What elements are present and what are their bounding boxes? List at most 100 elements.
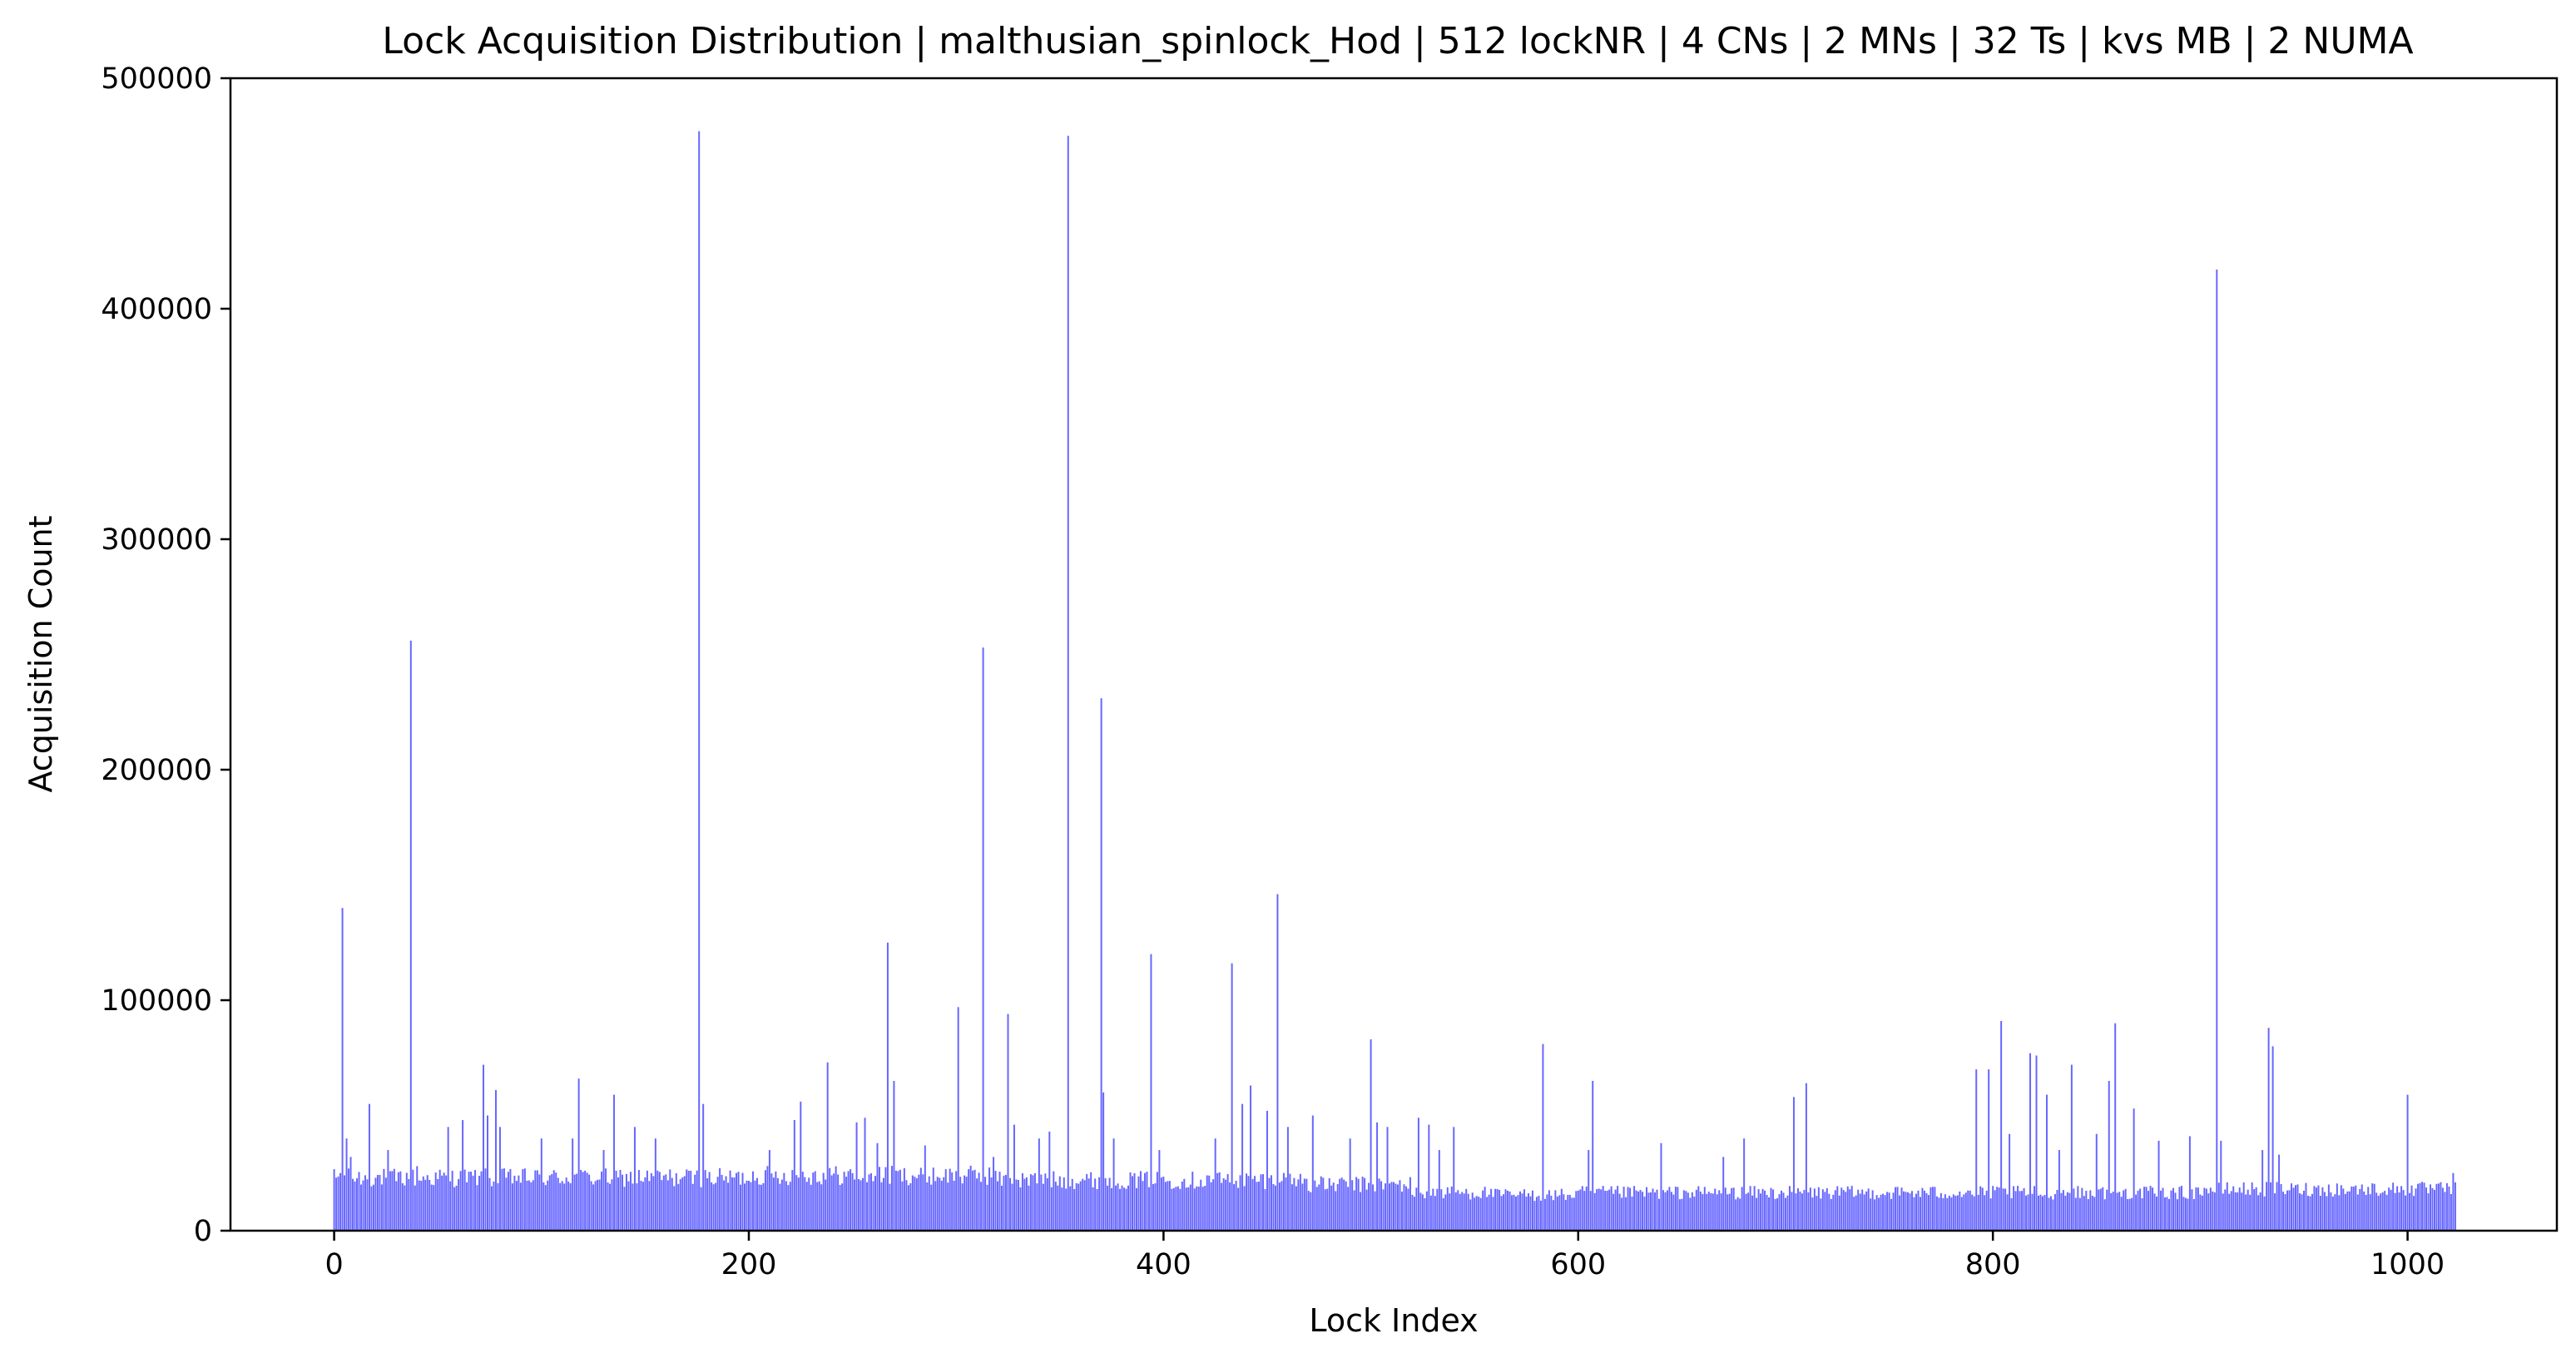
bar [1349,1138,1351,1231]
bar [2435,1183,2438,1231]
bar [922,1174,924,1231]
bar [1508,1191,1511,1231]
bar [1917,1190,1920,1231]
bar [1208,1175,1211,1231]
bar [1992,1186,1994,1231]
bar [754,1180,756,1231]
bar [2048,1197,2050,1231]
bar [2017,1186,2019,1231]
bar [1187,1187,1190,1231]
bar [1568,1194,1571,1231]
bar [1278,1182,1281,1231]
bar [476,1185,478,1231]
bar [700,1187,702,1231]
bar [1699,1191,1702,1231]
bar [2068,1192,2071,1231]
bar [420,1181,423,1231]
bar [845,1177,848,1231]
bar [1521,1193,1523,1231]
bar [2182,1197,2185,1231]
bar [687,1170,690,1231]
bar [344,1175,346,1231]
bar [2074,1197,2077,1231]
bar [399,1171,402,1231]
bar [1500,1196,1503,1231]
bar [2375,1192,2378,1231]
bar [1094,1178,1097,1231]
bar [451,1170,453,1231]
bar [1299,1173,1301,1231]
bar [1042,1183,1044,1231]
bar [416,1166,419,1231]
bar [1385,1183,1387,1231]
bar [2087,1198,2089,1231]
bar [1556,1196,1558,1231]
bar [2209,1187,2212,1231]
bar [1305,1178,1308,1231]
bar [1461,1192,1464,1231]
y-axis-label: Acquisition Count [22,515,59,792]
bar [2348,1191,2351,1231]
bar [870,1172,873,1231]
bar [409,640,412,1231]
bar [727,1182,730,1231]
bar [706,1177,709,1231]
bar [1314,1180,1316,1231]
bar [1425,1191,1428,1231]
bar [555,1172,557,1231]
bar [2232,1186,2235,1231]
bar [901,1181,904,1231]
bar [2078,1197,2081,1231]
bar [878,1167,880,1231]
bar [1264,1188,1266,1231]
bar [654,1138,656,1231]
bar [505,1177,508,1231]
bar [1104,1177,1107,1231]
bar [2060,1192,2063,1231]
bar [1791,1192,1793,1231]
bar [2083,1196,2085,1231]
bar [928,1176,930,1231]
bar [984,1177,987,1231]
bar [2066,1192,2068,1231]
bar [755,1177,758,1231]
bar [1950,1197,1953,1231]
bar [930,1184,933,1231]
bar [1935,1196,1938,1231]
bar [2217,1182,2220,1231]
bar [2452,1172,2455,1231]
bar [601,1171,603,1231]
bar [1911,1191,1913,1231]
bar [2226,1182,2228,1231]
bar [2346,1191,2349,1231]
bar [1998,1187,2000,1231]
bar [801,1172,804,1231]
bar [835,1166,837,1231]
bar [1044,1173,1047,1231]
bar [621,1174,623,1231]
bar [2423,1182,2425,1231]
bar [943,1177,945,1231]
bar [2437,1183,2440,1231]
bar [2073,1188,2075,1231]
bar [1015,1179,1018,1231]
bar [2315,1187,2317,1231]
bar [2201,1195,2203,1231]
bar [1517,1195,1519,1231]
bar [1749,1186,1751,1231]
bar [2009,1133,2011,1231]
bar [640,1181,642,1231]
bar [2249,1194,2252,1231]
bar [337,1176,339,1231]
bar [2039,1194,2042,1231]
bar [1496,1188,1499,1231]
bar [1479,1197,1482,1231]
bar [791,1170,794,1231]
bar [1807,1192,1810,1231]
bar [648,1181,651,1231]
bar [1260,1174,1262,1231]
bar [2253,1189,2256,1231]
bar [366,1179,369,1231]
bar [1899,1195,1901,1231]
bar [650,1172,652,1231]
